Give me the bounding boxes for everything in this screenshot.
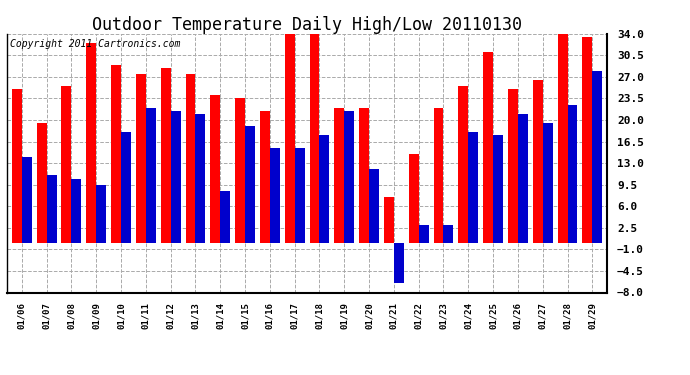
Bar — [22, 157, 32, 243]
Bar — [543, 123, 553, 243]
Bar — [195, 114, 206, 243]
Bar — [518, 114, 528, 243]
Bar — [61, 86, 71, 243]
Bar — [186, 74, 195, 243]
Bar — [469, 132, 478, 243]
Bar — [582, 37, 592, 243]
Bar — [47, 176, 57, 243]
Bar — [408, 154, 419, 243]
Title: Outdoor Temperature Daily High/Low 20110130: Outdoor Temperature Daily High/Low 20110… — [92, 16, 522, 34]
Bar — [245, 126, 255, 243]
Bar — [136, 74, 146, 243]
Bar — [394, 243, 404, 283]
Bar — [111, 64, 121, 243]
Bar — [493, 135, 503, 243]
Bar — [146, 108, 156, 243]
Bar — [235, 99, 245, 243]
Bar — [419, 225, 428, 243]
Bar — [444, 225, 453, 243]
Bar — [121, 132, 131, 243]
Bar — [592, 71, 602, 243]
Bar — [220, 191, 230, 243]
Bar — [359, 108, 369, 243]
Bar — [12, 89, 22, 243]
Bar — [285, 34, 295, 243]
Bar — [508, 89, 518, 243]
Bar — [71, 178, 81, 243]
Bar — [86, 43, 96, 243]
Bar — [567, 105, 578, 243]
Bar — [558, 28, 567, 243]
Bar — [458, 86, 469, 243]
Bar — [210, 95, 220, 243]
Bar — [37, 123, 47, 243]
Bar — [433, 108, 444, 243]
Bar — [384, 197, 394, 243]
Bar — [310, 34, 319, 243]
Bar — [344, 111, 354, 243]
Bar — [369, 169, 379, 243]
Bar — [483, 52, 493, 243]
Bar — [161, 68, 170, 243]
Bar — [270, 148, 279, 243]
Bar — [96, 185, 106, 243]
Bar — [533, 80, 543, 243]
Bar — [170, 111, 181, 243]
Text: Copyright 2011 Cartronics.com: Copyright 2011 Cartronics.com — [10, 39, 180, 49]
Bar — [295, 148, 304, 243]
Bar — [319, 135, 329, 243]
Bar — [335, 108, 344, 243]
Bar — [260, 111, 270, 243]
